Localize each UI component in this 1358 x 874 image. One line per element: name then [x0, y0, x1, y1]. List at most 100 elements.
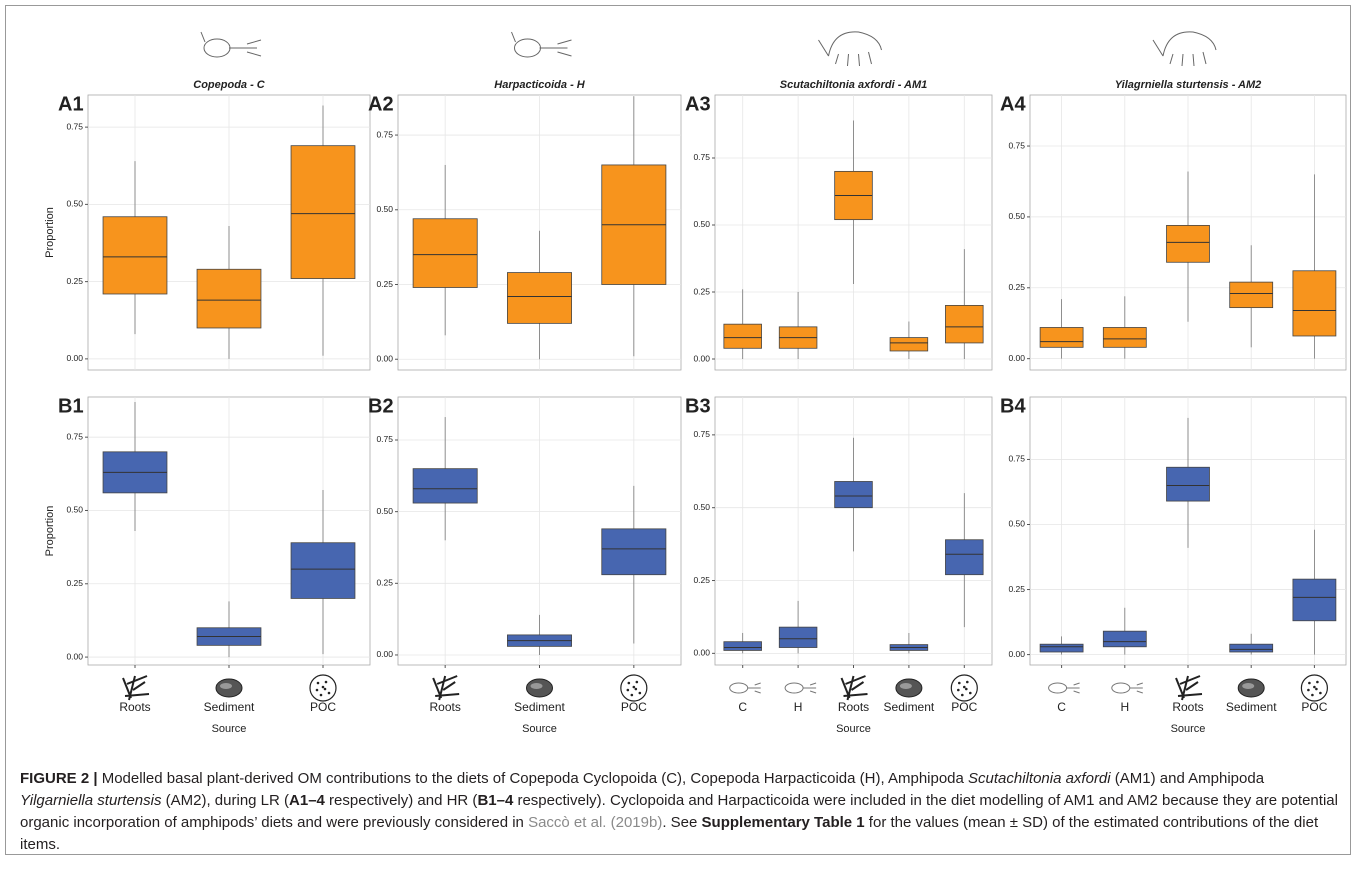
box: [413, 219, 477, 288]
icon-dot: [1311, 694, 1314, 697]
icon-dot: [324, 688, 327, 691]
y-tick-label: 0.25: [66, 578, 83, 588]
icon-dot: [963, 686, 966, 689]
organism-illustration: [1153, 32, 1216, 66]
x-tick-label: Roots: [119, 700, 150, 714]
icon-dot: [961, 694, 964, 697]
caption-run: (AM2), during LR (: [161, 792, 289, 809]
y-axis-label: Proportion: [44, 207, 56, 258]
icon-sediment: [896, 679, 922, 697]
y-tick-label: 0.50: [66, 505, 83, 515]
y-axis-label: Proportion: [44, 506, 56, 557]
panel-title: Copepoda - C: [193, 79, 266, 91]
panel-label: B4: [1000, 395, 1026, 417]
y-tick-label: 0.25: [376, 279, 393, 289]
y-tick-label: 0.50: [693, 502, 710, 512]
box: [779, 627, 817, 647]
y-tick-label: 0.50: [693, 219, 710, 229]
y-tick-label: 0.00: [693, 353, 710, 363]
box: [945, 305, 983, 343]
caption-run: Scutachiltonia axfordi: [968, 770, 1111, 787]
box: [1103, 631, 1146, 647]
icon-blob-hi: [1242, 683, 1254, 689]
x-tick-label: Roots: [1172, 700, 1203, 714]
panel-label: B1: [58, 395, 84, 417]
organism-outline: [1153, 32, 1216, 66]
caption-run: (AM1) and Amphipoda: [1111, 770, 1264, 787]
icon-dot: [316, 689, 319, 692]
icon-dot: [320, 694, 323, 697]
caption-run: FIGURE 2 |: [20, 770, 98, 787]
y-tick-label: 0.75: [693, 152, 710, 162]
icon-dot: [1319, 692, 1322, 695]
box: [724, 642, 762, 651]
caption-run: . See: [662, 814, 701, 831]
box: [1040, 644, 1083, 652]
x-axis-label: Source: [522, 723, 557, 735]
icon-tail: [1067, 683, 1080, 693]
caption-run[interactable]: Saccò et al. (2019b): [528, 814, 662, 831]
icon-dot: [1313, 686, 1316, 689]
box: [413, 469, 477, 503]
y-tick-label: 0.25: [66, 276, 83, 286]
y-tick-label: 0.25: [1008, 282, 1025, 292]
y-tick-label: 0.00: [693, 648, 710, 658]
y-tick-label: 0.00: [1008, 649, 1025, 659]
x-tick-label: POC: [951, 700, 977, 714]
icon-stroke: [123, 676, 149, 700]
icon-dot: [627, 689, 630, 692]
box: [1167, 467, 1210, 501]
y-tick-label: 0.50: [1008, 519, 1025, 529]
organism-tail: [201, 32, 261, 56]
x-axis-label: Source: [836, 723, 871, 735]
panel-label: A4: [1000, 93, 1026, 115]
icon-dot: [635, 688, 638, 691]
icon-stroke: [842, 676, 868, 700]
icon-sediment: [527, 679, 553, 697]
icon-roots: [842, 676, 868, 700]
icon-body: [730, 683, 748, 693]
box: [724, 324, 762, 348]
icon-roots: [1176, 676, 1202, 700]
box: [602, 529, 666, 575]
icon-dot: [325, 681, 328, 684]
panel-label: A3: [685, 93, 711, 115]
x-tick-label: POC: [1301, 700, 1327, 714]
organism-body: [515, 39, 541, 57]
icon-stroke: [1176, 676, 1202, 700]
icon-dot: [1308, 682, 1311, 685]
box: [507, 273, 571, 324]
y-tick-label: 0.00: [66, 651, 83, 661]
box: [1230, 644, 1273, 652]
y-tick-label: 0.75: [66, 121, 83, 131]
icon-h: [1112, 683, 1143, 693]
box: [1230, 282, 1273, 308]
organism-illustration: [512, 32, 572, 57]
panel-label: A2: [368, 93, 394, 115]
caption-run: Modelled basal plant-derived OM contribu…: [98, 770, 968, 787]
panel-title: Scutachiltonia axfordi - AM1: [780, 79, 928, 91]
caption-run: A1–4: [289, 792, 325, 809]
icon-body: [1049, 683, 1067, 693]
x-tick-label: H: [794, 700, 803, 714]
icon-dot: [965, 688, 968, 691]
box: [103, 217, 167, 294]
panel-label: B3: [685, 395, 711, 417]
x-tick-label: Roots: [429, 700, 460, 714]
icon-tail: [803, 683, 816, 693]
x-tick-label: Sediment: [1226, 700, 1277, 714]
organism-illustration: [201, 32, 261, 57]
y-tick-label: 0.75: [1008, 140, 1025, 150]
x-tick-label: Roots: [838, 700, 869, 714]
y-tick-label: 0.75: [693, 429, 710, 439]
y-tick-label: 0.25: [1008, 584, 1025, 594]
y-tick-label: 0.75: [1008, 454, 1025, 464]
box: [197, 269, 261, 328]
icon-dot: [957, 689, 960, 692]
box: [1040, 327, 1083, 347]
icon-blob-hi: [900, 683, 912, 689]
y-tick-label: 0.50: [1008, 211, 1025, 221]
page: 0.000.250.500.75A1Copepoda - CProportion…: [0, 0, 1358, 874]
box: [291, 146, 355, 279]
caption-run: Yilgarniella sturtensis: [20, 792, 161, 809]
